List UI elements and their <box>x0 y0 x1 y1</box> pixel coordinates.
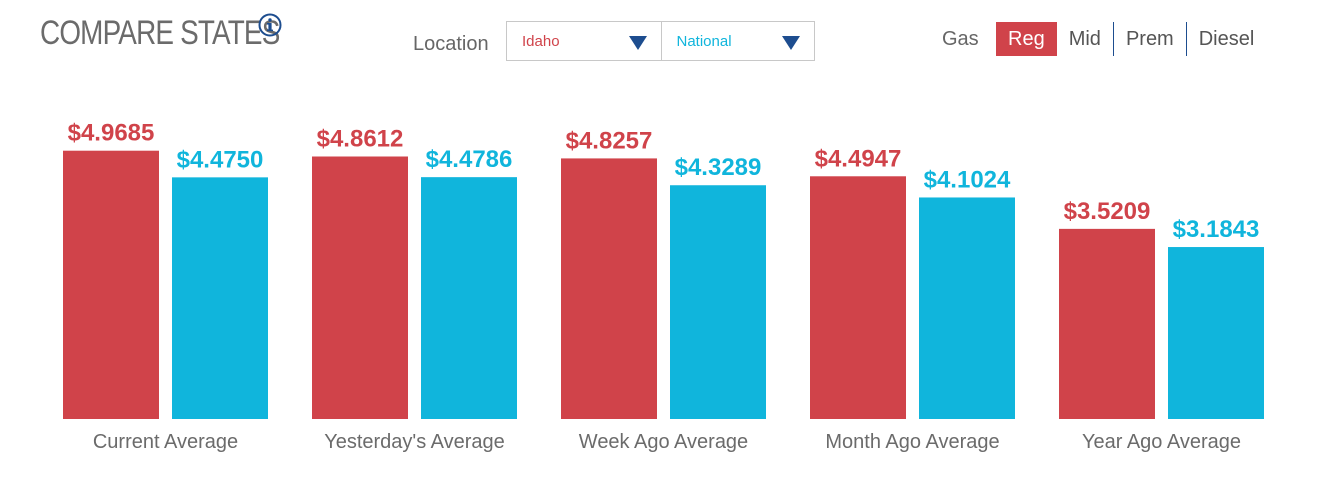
value-label-idaho-3: $4.4947 <box>815 145 902 172</box>
value-label-national-3: $4.1024 <box>924 166 1011 193</box>
bar-national-0 <box>172 177 268 419</box>
category-label-4: Year Ago Average <box>1082 431 1241 453</box>
bar-national-1 <box>421 177 517 419</box>
value-label-national-0: $4.4750 <box>177 146 264 173</box>
value-label-national-4: $3.1843 <box>1173 216 1260 243</box>
bar-national-2 <box>670 185 766 419</box>
info-icon[interactable] <box>258 13 282 37</box>
page-title: COMPARE STATES <box>40 14 280 52</box>
bar-idaho-2 <box>561 158 657 419</box>
category-label-2: Week Ago Average <box>579 431 748 453</box>
bar-national-4 <box>1168 247 1264 419</box>
location-label: Location <box>413 33 489 55</box>
value-label-idaho-4: $3.5209 <box>1064 198 1151 225</box>
category-label-1: Yesterday's Average <box>324 431 505 453</box>
category-label-0: Current Average <box>93 431 238 453</box>
caret-down-icon <box>782 36 800 50</box>
location-primary-select[interactable]: Idaho <box>507 22 661 60</box>
gas-tab-reg[interactable]: Reg <box>996 22 1057 56</box>
value-label-idaho-2: $4.8257 <box>566 127 653 154</box>
gas-type-tabs: Reg Mid Prem Diesel <box>996 22 1266 56</box>
gas-tab-prem[interactable]: Prem <box>1112 22 1186 56</box>
gas-tab-mid[interactable]: Mid <box>1068 28 1101 50</box>
value-label-national-1: $4.4786 <box>426 146 513 173</box>
gas-label: Gas <box>942 28 979 50</box>
bar-idaho-3 <box>810 176 906 419</box>
location-selector: Idaho National <box>506 21 815 61</box>
value-label-national-2: $4.3289 <box>675 154 762 181</box>
category-label-3: Month Ago Average <box>825 431 999 453</box>
caret-down-icon <box>628 36 647 50</box>
bar-idaho-0 <box>63 150 159 420</box>
bar-idaho-1 <box>312 156 408 420</box>
location-primary-value: Idaho <box>522 33 560 50</box>
location-compare-value: National <box>676 33 732 50</box>
bar-idaho-4 <box>1059 228 1155 419</box>
location-compare-select[interactable]: National <box>660 22 815 60</box>
gas-tab-diesel[interactable]: Diesel <box>1185 22 1267 56</box>
bar-national-3 <box>919 197 1015 419</box>
value-label-idaho-1: $4.8612 <box>317 125 404 152</box>
value-label-idaho-0: $4.9685 <box>68 120 155 147</box>
